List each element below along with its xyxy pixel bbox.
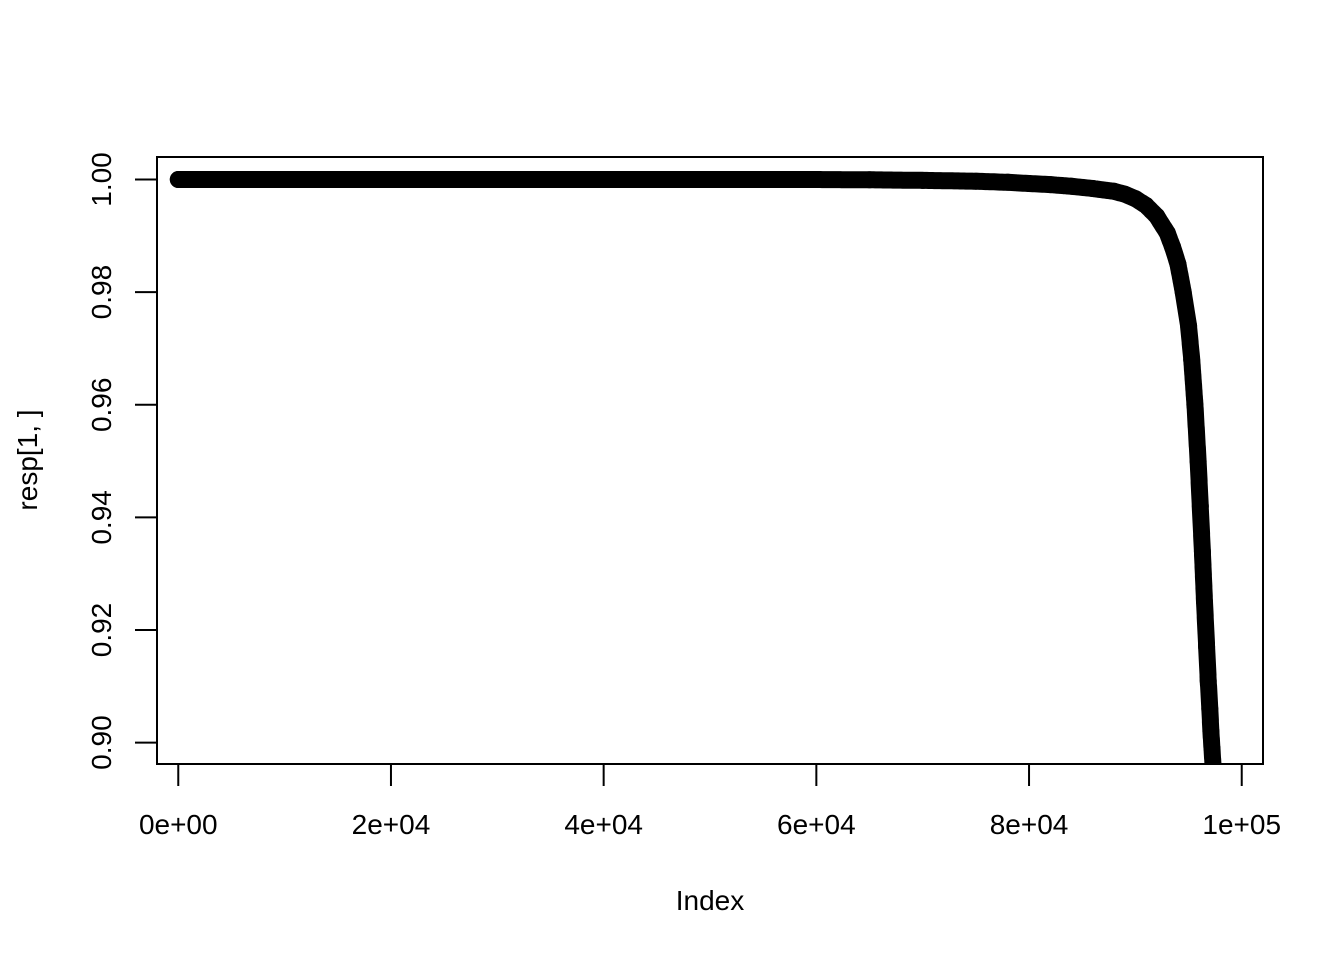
- data-point: [861, 171, 878, 189]
- data-point: [1041, 176, 1059, 194]
- y-tick-label: 0.92: [86, 603, 117, 658]
- data-point: [807, 171, 825, 188]
- x-tick-label: 2e+04: [352, 809, 431, 840]
- data-point: [914, 171, 932, 189]
- data-point: [1164, 238, 1182, 256]
- data-point: [595, 171, 613, 188]
- x-axis-title: Index: [676, 885, 745, 916]
- x-axis: 0e+00 2e+04 4e+04 6e+04 8e+04 1e+05: [139, 763, 1281, 840]
- x-tick-label: 4e+04: [564, 809, 643, 840]
- y-axis: 0.90 0.92 0.94 0.96 0.98 1.00: [86, 152, 158, 770]
- data-point: [967, 172, 985, 190]
- data-point: [488, 171, 506, 188]
- data-point: [276, 171, 294, 188]
- x-tick-label: 8e+04: [990, 809, 1069, 840]
- data-point: [1063, 177, 1081, 195]
- data-point: [1202, 722, 1220, 740]
- data-point: [1193, 542, 1211, 560]
- y-tick-label: 0.96: [86, 378, 117, 433]
- series-0: [169, 171, 1222, 764]
- data-point: [1020, 175, 1038, 192]
- data-point: [1199, 672, 1217, 690]
- data-point: [1198, 638, 1216, 656]
- data-point: [1183, 351, 1201, 369]
- data-point: [1169, 255, 1187, 273]
- x-tick-label: 0e+00: [139, 809, 218, 840]
- data-point: [1203, 739, 1221, 757]
- data-point: [1201, 700, 1219, 718]
- data-point: [1196, 593, 1213, 611]
- data-point: [1180, 317, 1198, 335]
- data-point: [1158, 224, 1176, 242]
- data-point: [382, 171, 400, 188]
- data-point: [999, 173, 1017, 191]
- data-point: [1148, 207, 1166, 225]
- y-tick-label: 0.94: [86, 490, 117, 545]
- y-axis-title: resp[1, ]: [12, 409, 43, 510]
- data-point: [1084, 180, 1102, 197]
- y-tick-label: 1.00: [86, 152, 117, 207]
- data-point: [1204, 756, 1222, 764]
- x-tick-label: 6e+04: [777, 809, 856, 840]
- data-point: [1189, 452, 1207, 470]
- data-point: [701, 171, 719, 188]
- data-point: [1186, 396, 1204, 414]
- data-point: [169, 171, 187, 188]
- data-point: [1137, 196, 1155, 214]
- data-point: [1174, 283, 1192, 301]
- y-tick-label: 0.98: [86, 265, 117, 320]
- y-tick-label: 0.90: [86, 715, 117, 770]
- data-point: [1191, 497, 1209, 515]
- series-layer: [169, 171, 1222, 764]
- x-tick-label: 1e+05: [1202, 809, 1281, 840]
